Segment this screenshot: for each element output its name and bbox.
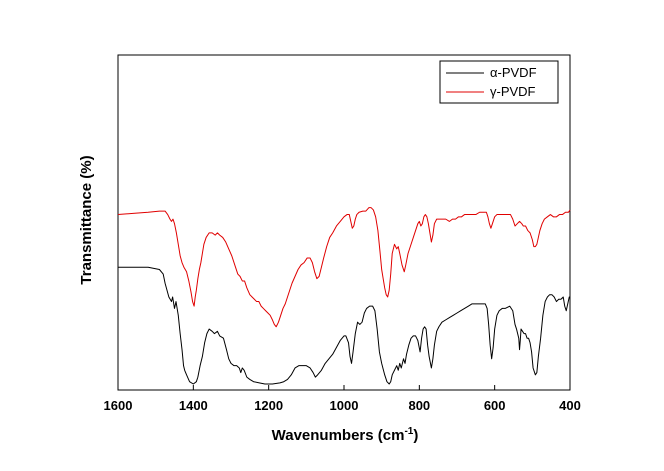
x-tick-label-1400: 1400 <box>179 398 208 413</box>
x-axis-label-close: ) <box>413 427 418 444</box>
y-axis-label: Transmittance (%) <box>78 155 95 284</box>
legend-label-gamma: γ-PVDF <box>490 84 536 99</box>
x-tick-label-1600: 1600 <box>104 398 133 413</box>
legend: α-PVDF γ-PVDF <box>439 60 559 104</box>
legend-box <box>439 60 559 104</box>
series-line-gamma-pvdf <box>117 207 571 328</box>
series-layer <box>117 207 571 385</box>
x-axis-label: Wavenumbers (cm-1) <box>272 426 419 444</box>
series-line-alpha-pvdf <box>118 266 570 385</box>
plot-area <box>117 54 571 391</box>
x-axis-label-main: Wavenumbers (cm <box>272 427 405 444</box>
plot-border <box>117 54 571 391</box>
x-tick-label-600: 600 <box>484 398 506 413</box>
x-axis: 1600 1400 1200 1000 800 600 400 <box>104 385 581 413</box>
x-tick-label-800: 800 <box>408 398 430 413</box>
legend-label-alpha: α-PVDF <box>490 65 537 80</box>
x-axis-label-superscript: -1 <box>404 426 413 437</box>
x-tick-label-1000: 1000 <box>330 398 359 413</box>
x-tick-label-400: 400 <box>559 398 581 413</box>
x-tick-label-1200: 1200 <box>254 398 283 413</box>
